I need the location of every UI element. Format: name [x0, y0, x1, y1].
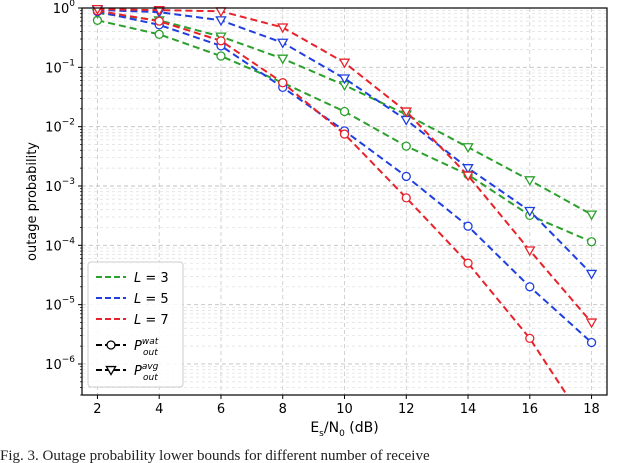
legend-entry: L = 5	[96, 292, 169, 307]
outage-chart: 2 4 6 8 10 12 14 16 18 10010−110−210−310−410−510…	[25, 0, 608, 439]
x-tick-label: 14	[460, 402, 477, 417]
data-point	[278, 78, 288, 88]
legend-marker	[106, 340, 116, 350]
y-tick-label: 10−5	[45, 296, 75, 314]
y-axis-label: outage probability	[25, 142, 40, 261]
y-tick-label: 10−6	[45, 355, 75, 373]
data-point	[153, 6, 165, 17]
legend-label-symbol: P	[134, 339, 142, 354]
data-point	[277, 23, 289, 34]
data-point	[463, 258, 473, 268]
data-point	[524, 176, 536, 187]
y-tick-exponent: 0	[69, 0, 75, 9]
data-point	[277, 54, 289, 65]
legend-entry: L = 3	[96, 271, 169, 286]
data-point	[462, 164, 474, 175]
legend-label-symbol: L	[134, 313, 141, 328]
data-point	[585, 318, 598, 329]
y-tick-label: 10−4	[45, 236, 75, 254]
data-point	[401, 193, 411, 203]
y-tick-base: 10	[45, 358, 62, 373]
data-point	[524, 246, 536, 257]
legend-entry: Pwat out	[96, 337, 159, 358]
y-tick-base: 10	[45, 121, 62, 136]
x-tick-label: 16	[522, 402, 539, 417]
x-tick-label: 4	[155, 402, 163, 417]
data-point	[216, 36, 226, 46]
data-point	[277, 38, 289, 49]
data-point	[585, 269, 598, 280]
y-tick-label: 100	[53, 0, 76, 17]
data-point	[525, 333, 535, 344]
series-layer	[91, 4, 598, 396]
data-point	[154, 16, 164, 26]
legend-label-superscript: wat	[142, 337, 159, 347]
series-line	[97, 8, 593, 275]
legend-label-value: = 3	[141, 271, 168, 286]
legend-label: Pavg out	[134, 362, 159, 383]
y-tick-base: 10	[45, 61, 62, 76]
y-tick-exponent: −1	[62, 58, 75, 68]
legend-box	[87, 261, 184, 388]
y-tick-base: 10	[45, 180, 62, 195]
data-point	[585, 210, 598, 221]
data-point	[401, 171, 411, 182]
x-tick-label: 2	[93, 402, 101, 417]
legend-marker	[105, 365, 117, 376]
legend-entry: Pavg out	[96, 362, 159, 383]
y-tick-label: 10−1	[45, 58, 75, 76]
series-L7-avg	[91, 4, 598, 329]
legend-label-symbol: P	[134, 364, 142, 379]
data-point	[462, 143, 474, 154]
y-tick-base: 10	[45, 239, 62, 254]
legend-label-symbol: L	[134, 271, 141, 286]
y-tick-exponent: −6	[62, 355, 76, 365]
x-tick-label: 12	[398, 402, 415, 417]
data-point	[400, 107, 412, 118]
y-tick-exponent: −4	[62, 236, 76, 246]
x-tick-label: 18	[583, 402, 600, 417]
y-tick-label: 10−3	[45, 177, 75, 195]
y-tick-base: 10	[53, 2, 70, 17]
x-axis-label: Es/N0 (dB)	[310, 420, 378, 439]
data-point	[586, 237, 597, 247]
legend-label-superscript: avg	[142, 362, 159, 372]
legend-label: L = 5	[134, 292, 169, 307]
y-tick-exponent: −5	[62, 296, 75, 306]
x-tick-label: 6	[217, 402, 225, 417]
legend-label: L = 7	[134, 313, 169, 328]
data-point	[339, 106, 350, 117]
data-point	[338, 74, 351, 85]
data-point	[525, 282, 535, 292]
figure-caption: Fig. 3. Outage probability lower bounds …	[0, 448, 430, 463]
data-point	[401, 141, 411, 151]
legend-label: L = 3	[134, 271, 169, 286]
x-tick-label: 8	[279, 402, 287, 417]
data-point	[462, 171, 474, 182]
legend-label-subscript: out	[143, 373, 158, 383]
legend-entry: L = 7	[96, 313, 169, 328]
x-tick-label: 10	[336, 402, 353, 417]
data-point	[154, 29, 164, 39]
legend-label-value: = 7	[141, 313, 168, 328]
x-axis: 2 4 6 8 10 12 14 16 18	[93, 395, 600, 417]
data-point	[524, 206, 536, 217]
data-point	[339, 129, 350, 139]
y-tick-label: 10−2	[45, 118, 75, 136]
legend-label-value: = 5	[141, 292, 168, 307]
data-point	[586, 337, 597, 348]
y-tick-exponent: −3	[62, 177, 75, 187]
data-point	[338, 58, 351, 69]
legend-label-symbol: L	[134, 292, 141, 307]
y-tick-exponent: −2	[62, 118, 75, 128]
data-point	[216, 51, 226, 61]
legend-label-subscript: out	[143, 348, 158, 358]
y-tick-base: 10	[45, 299, 62, 314]
data-point	[463, 221, 473, 231]
legend-label: Pwat out	[134, 337, 159, 358]
